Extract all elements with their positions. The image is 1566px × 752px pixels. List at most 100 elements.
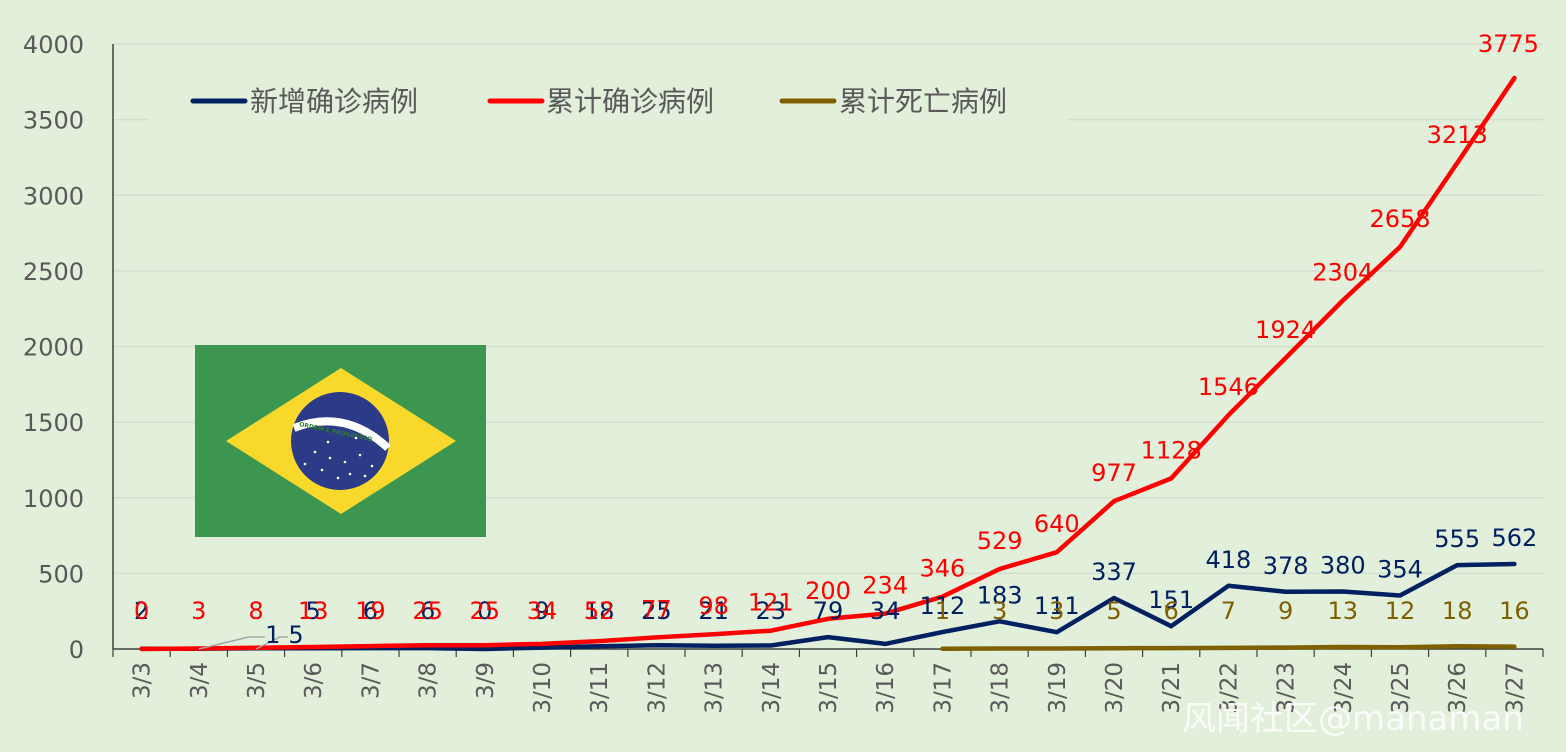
- data-label-cumulative: 234: [862, 572, 908, 600]
- data-label-cumulative: 529: [977, 527, 1023, 555]
- data-label-new: 380: [1320, 552, 1366, 580]
- y-axis-ticks: 0 500 1000 1500 2000 2500 3000 3500 4000: [23, 31, 84, 664]
- y-tick-label: 3500: [23, 107, 84, 135]
- flag-motto-band: [292, 417, 391, 451]
- x-tick-label: 3/21: [1159, 662, 1185, 714]
- y-tick-label: 2500: [23, 258, 84, 286]
- legend: 新增确诊病例 累计确诊病例 累计死亡病例: [148, 70, 1068, 122]
- x-axis-ticks: 3/3 3/4 3/5 3/6 3/7 3/8 3/9 3/10 3/11 3/12 3/13 3/1…: [130, 662, 1529, 714]
- data-label-new: 378: [1263, 552, 1309, 580]
- legend-background: [148, 70, 1068, 122]
- series-lines: [139, 75, 1517, 652]
- flag-star: [363, 474, 367, 478]
- data-label-new: 25: [641, 597, 672, 625]
- data-label-new: 23: [756, 597, 787, 625]
- x-tick-label: 3/25: [1388, 662, 1414, 714]
- x-tick-label: 3/11: [587, 662, 613, 714]
- data-label-new: 21: [698, 597, 729, 625]
- x-tick-label: 3/4: [187, 662, 213, 699]
- data-label-cumulative: 346: [919, 555, 965, 583]
- data-label-deaths: 6: [1164, 597, 1179, 625]
- leader-line: [198, 636, 265, 650]
- y-tick-label: 1500: [23, 409, 84, 437]
- watermark: 风闻社区@manaman: [1182, 699, 1524, 739]
- x-tick-label: 3/22: [1216, 662, 1242, 714]
- x-tick-label: 3/9: [473, 662, 499, 699]
- series-line-1: [139, 75, 1517, 652]
- data-label-deaths: 13: [1328, 597, 1359, 625]
- y-tick-label: 500: [38, 560, 84, 588]
- x-tick-label: 3/13: [702, 662, 728, 714]
- data-label-deaths: 5: [1106, 597, 1121, 625]
- data-label-cumulative: 13: [298, 597, 329, 625]
- flag-star: [343, 460, 347, 464]
- x-tick-label: 3/17: [930, 662, 956, 714]
- data-label-new: 1: [265, 621, 280, 649]
- data-label-new: 354: [1377, 555, 1423, 583]
- flag-star: [320, 468, 324, 472]
- x-tick-label: 3/10: [530, 662, 556, 714]
- data-label-new: 18: [584, 597, 615, 625]
- data-label-cumulative: 3: [191, 597, 206, 625]
- flag-star: [354, 436, 358, 440]
- data-label-cumulative: 0: [134, 597, 149, 625]
- data-label-cumulative: 1546: [1198, 373, 1259, 401]
- leader-line: [255, 636, 288, 650]
- x-tick-label: 3/8: [416, 662, 442, 699]
- x-tick-label: 3/16: [873, 662, 899, 714]
- data-label-new: 555: [1434, 525, 1480, 553]
- data-label-new: 418: [1205, 546, 1251, 574]
- data-label-cumulative: 1924: [1255, 316, 1316, 344]
- data-label-new: 9: [534, 597, 549, 625]
- data-label-cumulative: 1128: [1141, 436, 1202, 464]
- data-label-new: 2: [134, 597, 149, 625]
- label-leader-lines: [198, 636, 288, 650]
- x-tick-label: 3/18: [988, 662, 1014, 714]
- data-label-cumulative: 121: [748, 589, 794, 617]
- flag-star: [326, 440, 330, 444]
- flag-star: [358, 453, 362, 457]
- data-label-deaths: 9: [1278, 597, 1293, 625]
- data-label-deaths: 16: [1499, 597, 1530, 625]
- x-tick-label: 3/24: [1331, 662, 1357, 714]
- data-label-cumulative: 98: [698, 592, 729, 620]
- data-label-new: 112: [919, 592, 965, 620]
- data-label-cumulative: 200: [805, 577, 851, 605]
- data-label-deaths: 3: [992, 597, 1007, 625]
- x-tick-label: 3/27: [1502, 662, 1528, 714]
- x-tick-label: 3/19: [1045, 662, 1071, 714]
- data-label-new: 79: [813, 597, 844, 625]
- legend-label-new: 新增确诊病例: [250, 85, 418, 118]
- data-label-new: 562: [1491, 524, 1537, 552]
- legend-label-deaths: 累计死亡病例: [839, 85, 1007, 118]
- x-tick-label: 3/3: [130, 662, 156, 699]
- x-tick-label: 3/14: [759, 662, 785, 714]
- y-tick-label: 1000: [23, 485, 84, 513]
- data-label-new: 5: [306, 597, 321, 625]
- brazil-flag-image: ORDEM E PROGRESSO: [195, 345, 486, 537]
- data-label-deaths: 1: [935, 597, 950, 625]
- data-label-cumulative: 3775: [1478, 30, 1539, 58]
- flag-blue-globe: [291, 392, 389, 490]
- data-label-cumulative: 3213: [1427, 121, 1488, 149]
- flag-star: [328, 456, 332, 460]
- data-label-cumulative: 977: [1091, 459, 1137, 487]
- x-tick-label: 3/5: [244, 662, 270, 699]
- data-label-deaths: 3: [1049, 597, 1064, 625]
- data-label-new: 151: [1148, 586, 1194, 614]
- x-tick-label: 3/6: [301, 662, 327, 699]
- flag-star: [336, 476, 340, 480]
- x-tick-label: 3/23: [1274, 662, 1300, 714]
- x-tick-label: 3/20: [1102, 662, 1128, 714]
- flag-star: [313, 450, 317, 454]
- y-tick-label: 2000: [23, 334, 84, 362]
- y-tick-label: 3000: [23, 182, 84, 210]
- data-label-new: 337: [1091, 558, 1137, 586]
- y-tick-label: 0: [69, 636, 84, 664]
- data-label-cumulative: 2658: [1369, 205, 1430, 233]
- x-tick-label: 3/15: [816, 662, 842, 714]
- data-label-cumulative: 34: [527, 597, 558, 625]
